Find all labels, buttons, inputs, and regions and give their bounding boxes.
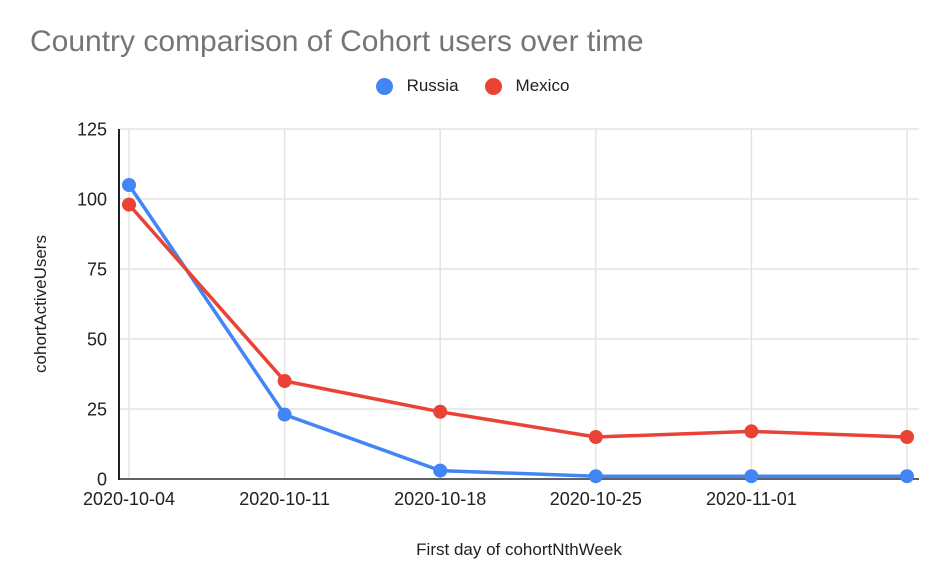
x-tick-label: 2020-10-04 <box>83 489 175 509</box>
legend-label-mexico: Mexico <box>515 76 570 95</box>
data-point-russia <box>277 407 292 422</box>
data-point-mexico <box>122 197 136 212</box>
data-point-russia <box>433 463 448 478</box>
series-line-mexico <box>127 202 909 439</box>
series-line-russia <box>127 183 909 478</box>
y-tick-label: 25 <box>87 400 107 420</box>
y-tick-label: 100 <box>77 190 107 210</box>
data-point-mexico <box>277 374 292 388</box>
y-axis-title: cohortActiveUsers <box>31 235 50 373</box>
data-point-mexico <box>900 430 914 444</box>
x-tick-label: 2020-11-01 <box>706 489 797 509</box>
data-point-mexico <box>433 404 448 419</box>
legend-marker-mexico-icon <box>484 77 502 95</box>
y-tick-label: 50 <box>87 330 107 350</box>
legend-marker-russia-icon <box>375 77 393 95</box>
x-axis-title: First day of cohortNthWeek <box>416 540 622 559</box>
legend-label-russia: Russia <box>406 76 459 95</box>
data-point-mexico <box>588 430 603 444</box>
data-point-russia <box>744 469 759 484</box>
x-tick-label: 2020-10-25 <box>550 489 642 509</box>
x-tick-label: 2020-10-11 <box>239 489 330 509</box>
chart-legend: Russia Mexico <box>0 76 945 96</box>
legend-item-russia[interactable]: Russia <box>375 76 459 96</box>
y-tick-label: 125 <box>77 120 107 140</box>
data-point-russia <box>122 178 136 192</box>
legend-item-mexico[interactable]: Mexico <box>484 76 570 96</box>
data-point-russia <box>588 469 603 484</box>
x-tick-label: 2020-10-18 <box>394 489 486 509</box>
chart-title: Country comparison of Cohort users over … <box>30 25 644 58</box>
data-point-mexico <box>744 424 759 439</box>
y-tick-label: 75 <box>87 260 107 280</box>
data-point-russia <box>900 469 914 484</box>
y-tick-label: 0 <box>97 470 107 490</box>
